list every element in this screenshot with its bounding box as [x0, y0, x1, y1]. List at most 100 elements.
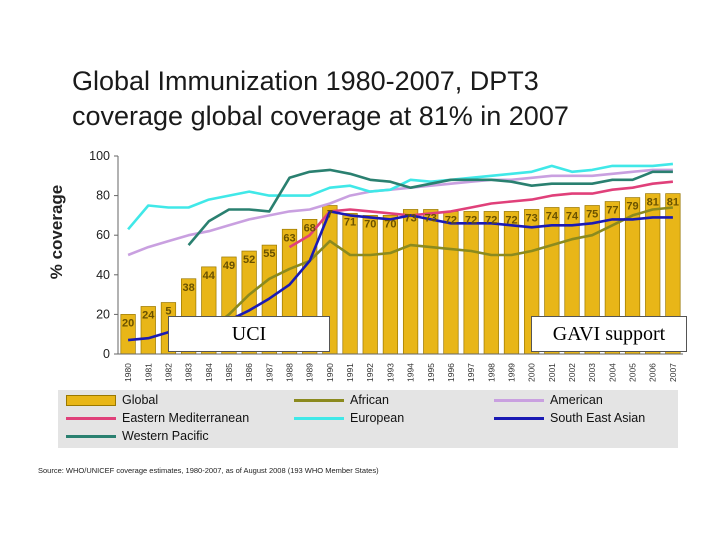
bar-data-label: 38 [183, 282, 195, 294]
bar-global-1993 [382, 215, 399, 355]
legend-item-european: European [294, 411, 404, 425]
bar-global-1996 [443, 211, 459, 355]
x-tick-label: 1980 [123, 363, 133, 382]
series-line-african [207, 206, 674, 332]
x-tick-label: 1993 [385, 363, 395, 382]
x-tick-label: 1988 [285, 363, 295, 382]
x-tick-label: 2000 [527, 363, 537, 382]
bar-global-1999 [503, 211, 520, 355]
x-tick-label: 1985 [224, 363, 234, 382]
x-tick-label: 1997 [466, 363, 476, 382]
bar-data-label: 70 [364, 218, 376, 230]
bar-data-label: 79 [626, 201, 638, 213]
y-axis-label: % coverage [47, 185, 66, 280]
legend-label: Eastern Mediterranean [122, 411, 250, 425]
bar-data-label: 72 [485, 214, 497, 226]
x-tick-label: 1982 [163, 363, 173, 382]
x-tick-label: 2003 [587, 363, 597, 382]
bar-data-label: 77 [606, 205, 618, 217]
chart-legend: Global African American Eastern Mediterrane… [58, 390, 678, 448]
series-line-western-pacific [187, 168, 673, 246]
title-line-1: Global Immunization 1980-2007, DPT3 [72, 66, 539, 96]
bar-data-label: 55 [263, 248, 275, 260]
y-tick-label: 20 [96, 307, 110, 321]
y-tick-label: 60 [96, 228, 110, 242]
x-tick-label: 2004 [607, 363, 617, 382]
bar-data-label: 75 [586, 209, 598, 221]
bar-data-label: 63 [283, 232, 295, 244]
bar-data-label: 72 [505, 214, 517, 226]
legend-label: European [350, 411, 405, 425]
bar-data-label: 20 [122, 317, 134, 329]
legend-swatch [66, 434, 116, 438]
bar-data-label: 52 [243, 254, 255, 266]
bar-data-label: 49 [223, 260, 235, 272]
x-tick-label: 2006 [648, 363, 658, 382]
legend-swatch [294, 416, 344, 420]
bar-data-label: 71 [344, 216, 356, 228]
x-tick-label: 1995 [426, 363, 436, 382]
legend-item-african: African [294, 393, 389, 407]
bar-data-label: 7 [327, 209, 333, 221]
bar-data-label: 70 [384, 218, 396, 230]
x-tick-label: 1983 [184, 363, 194, 382]
legend-label: American [550, 393, 603, 407]
bar-data-label: 73 [404, 212, 416, 224]
bar-data-label: 74 [566, 210, 579, 222]
x-tick-label: 1996 [446, 363, 456, 382]
bar-global-1997 [463, 211, 479, 355]
legend-label: Western Pacific [122, 429, 209, 443]
bar-global-1995 [423, 209, 439, 355]
bar-data-label: 68 [304, 222, 316, 234]
bar-global-1994 [402, 209, 419, 355]
legend-swatch [494, 416, 544, 420]
x-tick-label: 1991 [345, 363, 355, 382]
legend-item-eastern-mediterranean: Eastern Mediterranean [66, 411, 249, 425]
bar-data-label: 73 [425, 212, 437, 224]
bar-data-label: 81 [667, 197, 679, 209]
bar-data-label: 81 [647, 197, 659, 209]
legend-swatch [66, 416, 116, 420]
x-tick-label: 2007 [668, 363, 678, 382]
legend-swatch [66, 394, 116, 406]
y-tick-label: 0 [103, 347, 110, 361]
x-tick-label: 1989 [305, 363, 315, 382]
legend-item-western-pacific: Western Pacific [66, 429, 209, 443]
legend-label: African [350, 393, 389, 407]
x-tick-label: 1998 [486, 363, 496, 382]
x-tick-label: 1986 [244, 363, 254, 382]
bar-data-label: 72 [445, 214, 457, 226]
bar-data-label: 73 [526, 212, 538, 224]
y-tick-label: 40 [96, 268, 110, 282]
bar-data-label: 44 [203, 270, 216, 282]
x-tick-label: 1992 [365, 363, 375, 382]
series-line-eastern-mediterranean [288, 180, 674, 249]
x-tick-label: 1994 [406, 363, 416, 382]
bar-data-label: 74 [546, 210, 559, 222]
y-tick-label: 100 [89, 149, 110, 163]
x-tick-label: 2002 [567, 363, 577, 382]
bar-global-1991 [342, 213, 358, 355]
legend-label: Global [122, 393, 159, 407]
legend-swatch [494, 398, 544, 402]
x-tick-label: 1990 [325, 363, 335, 382]
legend-item-global: Global [66, 393, 158, 407]
bar-data-label: 72 [465, 214, 477, 226]
source-note: Source: WHO/UNICEF coverage estimates, 1… [38, 466, 379, 475]
x-tick-label: 1999 [507, 363, 517, 382]
slide-title: Global Immunization 1980-2007, DPT3 cove… [72, 64, 692, 134]
uci-annotation: UCI [168, 316, 330, 352]
legend-label: South East Asian [550, 411, 646, 425]
bar-data-label: 24 [142, 309, 155, 321]
x-tick-label: 2005 [628, 363, 638, 382]
x-tick-label: 1987 [264, 363, 274, 382]
legend-item-american: American [494, 393, 603, 407]
x-tick-label: 1981 [143, 363, 153, 382]
legend-item-south-east-asian: South East Asian [494, 411, 645, 425]
bar-data-label: 5 [165, 306, 171, 318]
y-tick-label: 80 [96, 189, 110, 203]
x-tick-label: 1984 [204, 363, 214, 382]
title-line-2: coverage global coverage at 81% in 2007 [72, 101, 569, 131]
legend-swatch [294, 398, 344, 402]
